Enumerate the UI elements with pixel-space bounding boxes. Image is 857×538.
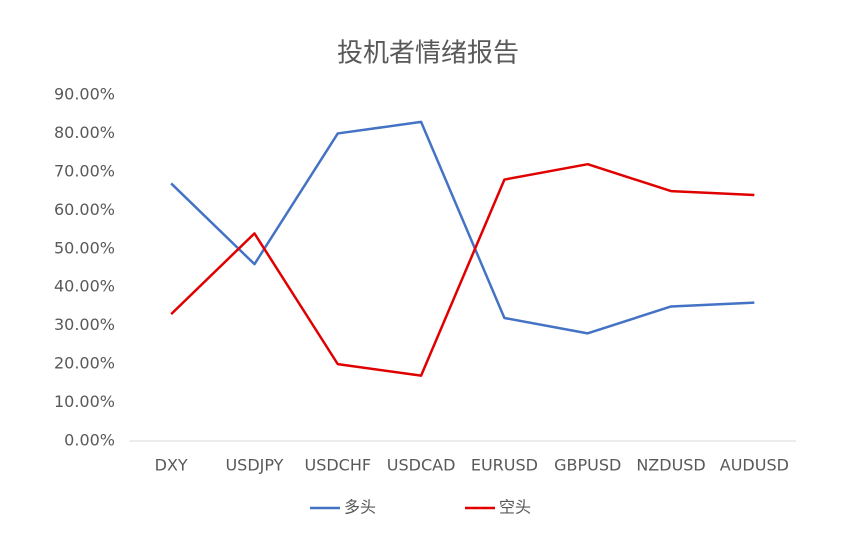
y-tick-label: 0.00% xyxy=(64,431,115,450)
x-tick-label: NZDUSD xyxy=(636,456,705,475)
x-tick-label: USDCHF xyxy=(304,456,371,475)
x-tick-label: USDCAD xyxy=(387,456,456,475)
y-tick-label: 10.00% xyxy=(54,392,115,411)
y-tick-label: 20.00% xyxy=(54,354,115,373)
x-tick-label: AUDUSD xyxy=(720,456,789,475)
x-tick-label: USDJPY xyxy=(225,456,283,475)
legend-label: 多头 xyxy=(344,498,376,517)
y-tick-label: 90.00% xyxy=(54,85,115,104)
y-tick-label: 30.00% xyxy=(54,315,115,334)
y-tick-label: 50.00% xyxy=(54,238,115,257)
legend-label: 空头 xyxy=(499,498,531,517)
x-tick-label: GBPUSD xyxy=(554,456,621,475)
y-tick-label: 60.00% xyxy=(54,200,115,219)
series-line xyxy=(170,162,755,377)
series-line xyxy=(170,120,755,335)
chart-title: 投机者情绪报告 xyxy=(337,39,519,69)
x-tick-label: EURUSD xyxy=(471,456,538,475)
y-tick-label: 70.00% xyxy=(54,161,115,180)
y-tick-label: 80.00% xyxy=(54,123,115,142)
y-tick-label: 40.00% xyxy=(54,277,115,296)
x-tick-label: DXY xyxy=(155,456,188,475)
